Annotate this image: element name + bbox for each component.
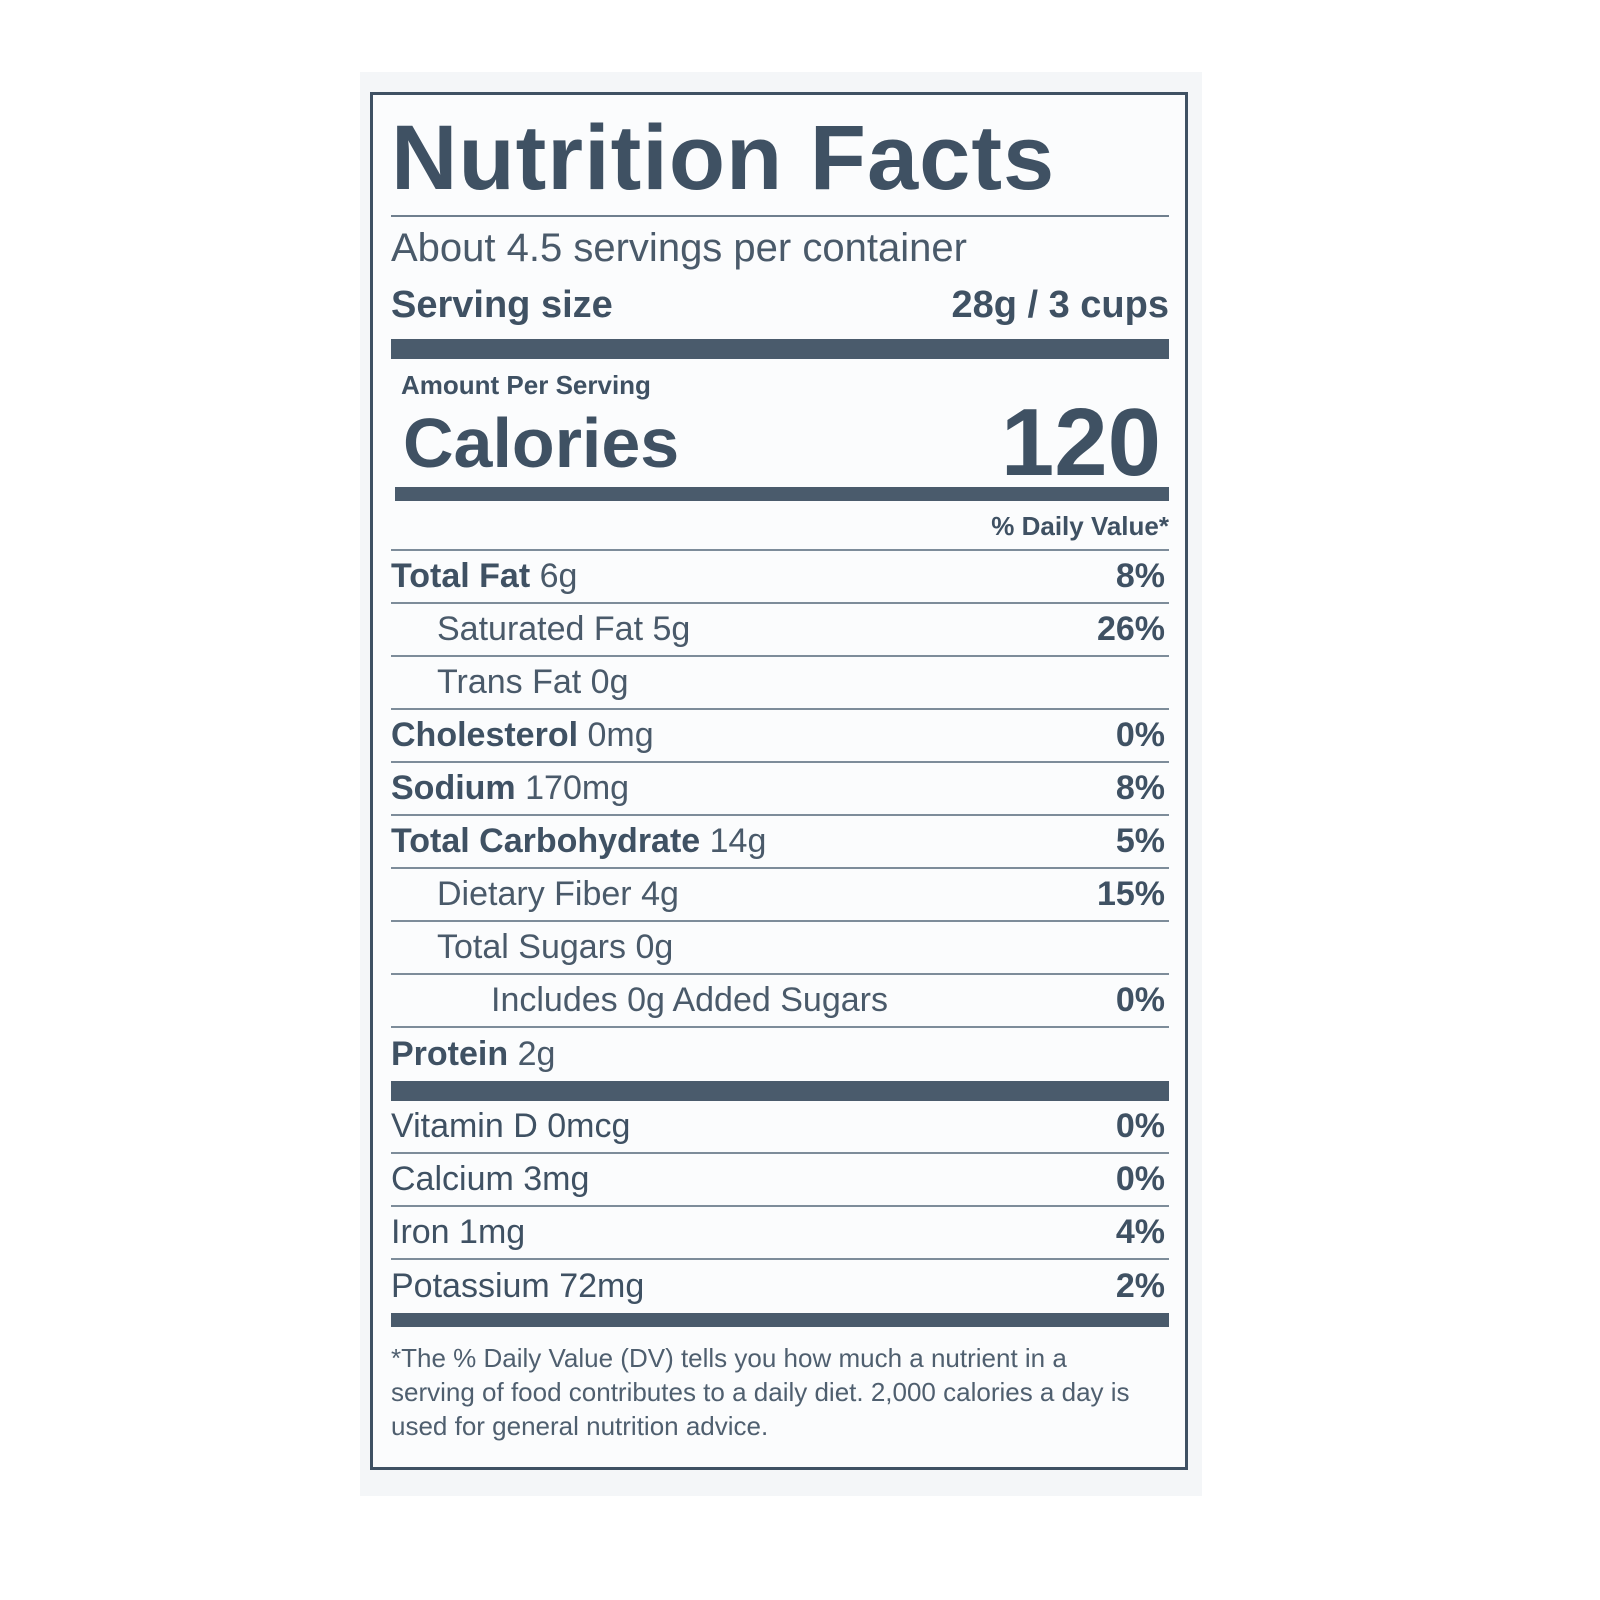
nutrient-amount: 5g bbox=[652, 610, 691, 648]
nutrient-name-group: Trans Fat 0g bbox=[391, 663, 629, 702]
nutrient-row: Total Carbohydrate 14g 5% bbox=[391, 816, 1169, 869]
vitamin-amount: 0mcg bbox=[547, 1107, 631, 1145]
vitamin-name: Calcium bbox=[391, 1160, 514, 1198]
nutrient-amount: 4g bbox=[641, 875, 679, 913]
nutrient-name: Total Carbohydrate bbox=[391, 822, 701, 860]
daily-value-header: % Daily Value* bbox=[391, 501, 1169, 551]
nutrient-daily-value: 26% bbox=[1096, 610, 1165, 648]
vitamin-name-group: Vitamin D 0mcg bbox=[391, 1107, 630, 1146]
vitamin-name: Vitamin D bbox=[391, 1107, 538, 1145]
nutrient-name-group: Includes 0g Added Sugars bbox=[391, 981, 888, 1020]
nutrient-name: Saturated Fat bbox=[437, 610, 644, 648]
vitamin-amount: 1mg bbox=[459, 1213, 526, 1251]
vitamin-daily-value: 0% bbox=[1115, 1107, 1165, 1145]
footnote: *The % Daily Value (DV) tells you how mu… bbox=[391, 1343, 1130, 1441]
vitamin-row: Iron 1mg 4% bbox=[391, 1207, 1169, 1260]
vitamin-name: Iron bbox=[391, 1213, 450, 1251]
nutrient-row: Saturated Fat 5g 26% bbox=[391, 604, 1169, 657]
calories-row: Calories 120 bbox=[391, 389, 1169, 496]
vitamin-row: Vitamin D 0mcg 0% bbox=[391, 1101, 1169, 1154]
nutrient-amount: 0mg bbox=[587, 716, 654, 754]
serving-size-value: 28g / 3 cups bbox=[951, 283, 1169, 326]
nutrition-facts-label: Nutrition Facts About 4.5 servings per c… bbox=[370, 92, 1188, 1470]
vitamin-daily-value: 2% bbox=[1115, 1267, 1165, 1305]
nutrient-name: Sodium bbox=[391, 769, 516, 807]
nutrient-name: Protein bbox=[391, 1035, 509, 1073]
serving-size-row: Serving size 28g / 3 cups bbox=[391, 275, 1169, 335]
vitamin-name-group: Potassium 72mg bbox=[391, 1267, 644, 1306]
nutrient-amount: 0g bbox=[590, 663, 629, 701]
vitamin-name-group: Iron 1mg bbox=[391, 1213, 525, 1252]
nutrient-name: Trans Fat bbox=[437, 663, 582, 701]
vitamin-list: Vitamin D 0mcg 0% Calcium 3mg 0% Iron 1mg 4% P… bbox=[391, 1101, 1169, 1313]
vitamin-name-group: Calcium 3mg bbox=[391, 1160, 589, 1199]
nutrient-amount: 2g bbox=[517, 1035, 556, 1073]
nutrient-row: Protein 2g bbox=[391, 1028, 1169, 1081]
nutrient-row: Cholesterol 0mg 0% bbox=[391, 710, 1169, 763]
nutrient-name: Dietary Fiber bbox=[437, 875, 632, 913]
amount-per-serving: Amount Per Serving bbox=[401, 370, 651, 400]
vitamin-amount: 72mg bbox=[559, 1267, 645, 1305]
nutrient-name-group: Saturated Fat 5g bbox=[391, 610, 690, 649]
calories-label: Calories bbox=[403, 404, 680, 482]
medium-divider bbox=[391, 1313, 1169, 1327]
nutrient-row: Total Sugars 0g bbox=[391, 922, 1169, 975]
vitamin-row: Calcium 3mg 0% bbox=[391, 1154, 1169, 1207]
nutrient-name: Includes 0g Added Sugars bbox=[491, 981, 888, 1019]
nutrient-row: Includes 0g Added Sugars 0% bbox=[391, 975, 1169, 1028]
thick-divider bbox=[391, 339, 1169, 359]
nutrient-name: Total Sugars bbox=[437, 928, 626, 966]
nutrient-name-group: Cholesterol 0mg bbox=[391, 716, 654, 755]
nutrient-name-group: Total Fat 6g bbox=[391, 557, 577, 596]
nutrient-amount: 6g bbox=[539, 557, 578, 595]
vitamin-daily-value: 0% bbox=[1115, 1160, 1165, 1198]
serving-size-label: Serving size bbox=[391, 283, 613, 326]
nutrient-daily-value: 5% bbox=[1115, 822, 1165, 860]
vitamin-row: Potassium 72mg 2% bbox=[391, 1260, 1169, 1313]
nutrient-name-group: Total Carbohydrate 14g bbox=[391, 822, 766, 861]
nutrient-name: Cholesterol bbox=[391, 716, 579, 754]
nutrient-name-group: Dietary Fiber 4g bbox=[391, 875, 679, 914]
label-title: Nutrition Facts bbox=[391, 107, 1056, 209]
medium-divider bbox=[395, 487, 1169, 501]
divider bbox=[391, 215, 1169, 217]
nutrient-row: Sodium 170mg 8% bbox=[391, 763, 1169, 816]
nutrient-daily-value: 0% bbox=[1115, 981, 1165, 1019]
vitamin-amount: 3mg bbox=[523, 1160, 590, 1198]
nutrient-row: Trans Fat 0g bbox=[391, 657, 1169, 710]
vitamin-name: Potassium bbox=[391, 1267, 550, 1305]
nutrient-daily-value: 0% bbox=[1115, 716, 1165, 754]
nutrient-daily-value: 8% bbox=[1115, 769, 1165, 807]
thick-divider bbox=[391, 1081, 1169, 1101]
nutrient-daily-value: 15% bbox=[1096, 875, 1165, 913]
nutrient-name-group: Sodium 170mg bbox=[391, 769, 629, 808]
nutrient-list: Total Fat 6g 8% Saturated Fat 5g 26% Trans F… bbox=[391, 551, 1169, 1081]
nutrient-amount: 170mg bbox=[525, 769, 630, 807]
servings-per-container: About 4.5 servings per container bbox=[391, 226, 967, 270]
nutrient-name: Total Fat bbox=[391, 557, 531, 595]
nutrient-amount: 14g bbox=[709, 822, 767, 860]
vitamin-daily-value: 4% bbox=[1115, 1213, 1165, 1251]
nutrient-daily-value: 8% bbox=[1115, 557, 1165, 595]
nutrient-row: Total Fat 6g 8% bbox=[391, 551, 1169, 604]
nutrient-amount: 0g bbox=[635, 928, 674, 966]
nutrient-name-group: Protein 2g bbox=[391, 1035, 555, 1074]
calories-value: 120 bbox=[1000, 389, 1161, 496]
nutrient-name-group: Total Sugars 0g bbox=[391, 928, 673, 967]
nutrient-row: Dietary Fiber 4g 15% bbox=[391, 869, 1169, 922]
